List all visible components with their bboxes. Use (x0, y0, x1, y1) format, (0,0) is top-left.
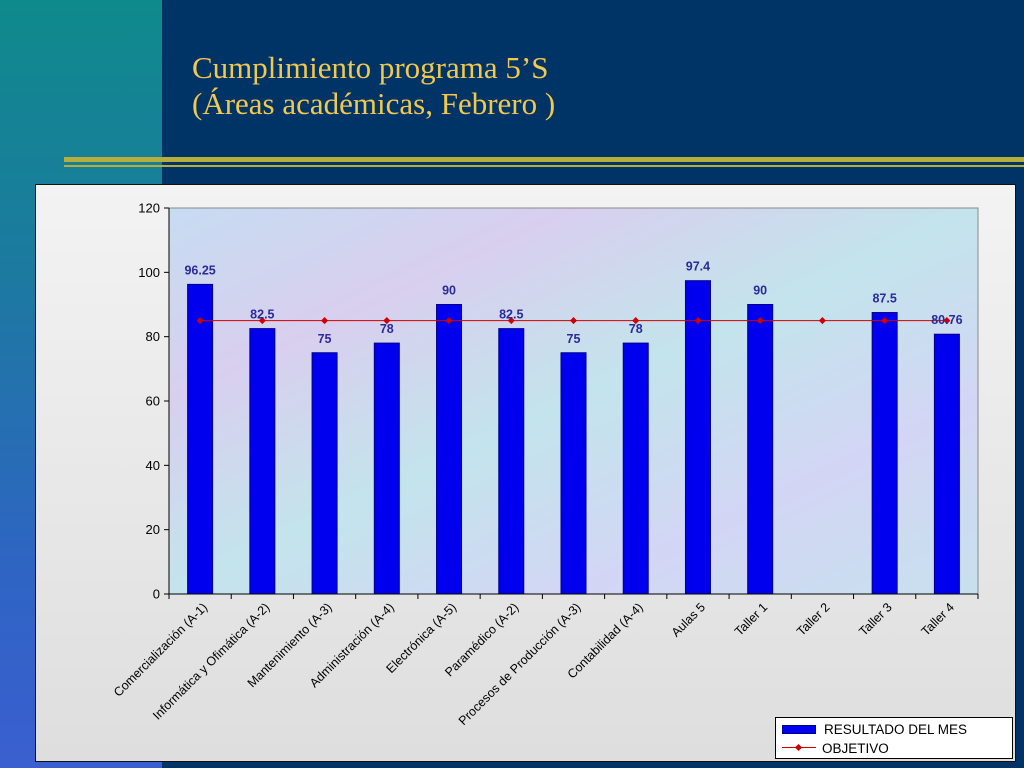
bar (747, 304, 774, 595)
objective-marker (196, 317, 204, 325)
title-divider-thin (64, 165, 1024, 167)
x-tick-label: Procesos de Producción (A-3) (456, 600, 584, 728)
data-label: 75 (318, 332, 332, 346)
bar (871, 312, 898, 595)
objective-marker (943, 317, 951, 325)
bar (933, 333, 960, 595)
legend-swatch-line (782, 742, 816, 754)
data-label: 87.5 (872, 292, 896, 306)
slide-title-line-2: (Áreas académicas, Febrero ) (192, 86, 556, 121)
y-tick-label: 20 (146, 522, 160, 537)
bar (436, 304, 463, 595)
legend-label-resultado: RESULTADO DEL MES (824, 721, 968, 737)
objective-marker (445, 317, 453, 325)
data-label: 97.4 (686, 260, 710, 274)
x-tick-label: Taller 3 (856, 600, 894, 638)
slide-title: Cumplimiento programa 5’S (Áreas académi… (192, 50, 555, 122)
y-tick-label: 0 (153, 587, 160, 602)
y-tick-label: 100 (138, 265, 160, 280)
x-tick-label: Taller 1 (732, 600, 770, 638)
legend-item-resultado: RESULTADO DEL MES (782, 720, 967, 738)
y-tick-label: 120 (138, 201, 160, 216)
data-label: 75 (567, 332, 581, 346)
data-label: 78 (380, 322, 394, 336)
legend-label-objetivo: OBJETIVO (822, 740, 889, 756)
objective-marker (569, 317, 578, 325)
bar (560, 352, 587, 595)
objective-marker (632, 317, 640, 325)
y-tick-label: 40 (146, 458, 160, 473)
data-label: 82.5 (499, 308, 523, 322)
objective-marker (383, 317, 391, 325)
y-tick-label: 80 (146, 329, 160, 344)
data-label: 78 (629, 322, 643, 336)
slide-title-line-1: Cumplimiento programa 5’S (192, 50, 549, 85)
x-tick-label: Taller 2 (794, 600, 832, 638)
bar (373, 342, 400, 595)
data-label: 80.76 (931, 313, 962, 327)
x-tick-label: Informática y Ofimática (A-2) (150, 600, 272, 722)
legend-swatch-bar (782, 724, 816, 734)
chart-legend: RESULTADO DEL MES OBJETIVO (775, 717, 1013, 759)
objective-marker (756, 317, 764, 325)
data-label: 90 (753, 284, 767, 298)
bar (249, 328, 276, 595)
legend-item-objetivo: OBJETIVO (782, 739, 889, 757)
bar (622, 342, 649, 595)
data-label: 96.25 (184, 263, 215, 277)
objective-marker (258, 317, 266, 325)
bar (311, 352, 338, 595)
y-tick-label: 60 (146, 394, 160, 409)
x-tick-label: Aulas 5 (669, 600, 708, 639)
data-label: 82.5 (250, 308, 274, 322)
x-tick-label: Taller 4 (919, 600, 957, 638)
objective-marker (321, 317, 329, 325)
objective-marker (881, 317, 889, 325)
data-label: 90 (442, 284, 456, 298)
chart-area: 0 20 40 60 80 100 120 Comercialización (A-1) Inf… (35, 184, 1016, 762)
bar (498, 328, 525, 595)
objective-marker (818, 317, 826, 325)
title-divider-thick (64, 157, 1024, 162)
objective-marker (694, 317, 702, 325)
bar (684, 280, 711, 595)
objective-marker (507, 317, 515, 325)
bar (187, 283, 214, 595)
